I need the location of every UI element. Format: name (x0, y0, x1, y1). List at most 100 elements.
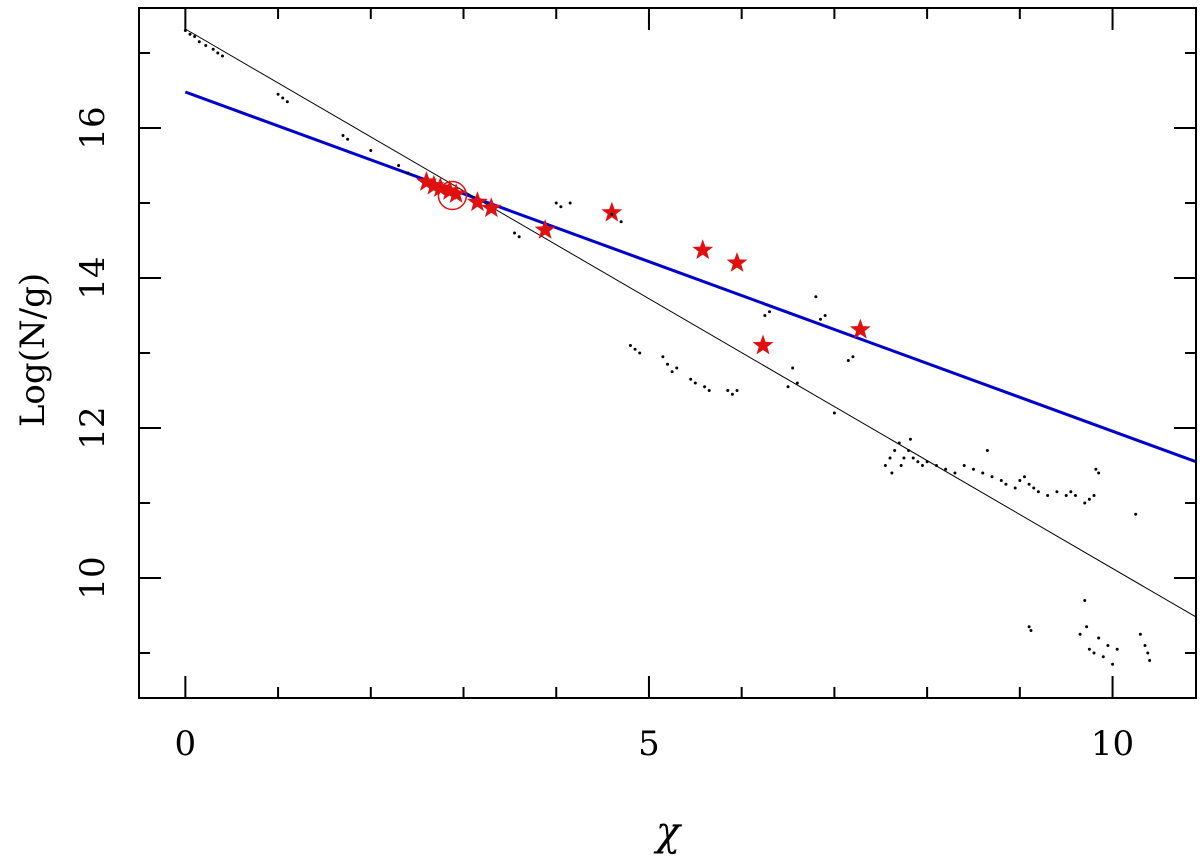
data-point (513, 231, 517, 235)
data-point (786, 385, 790, 389)
x-tick-label: 0 (175, 724, 197, 764)
data-point (1134, 512, 1138, 516)
data-point (1029, 629, 1033, 632)
x-axis-label: χ (653, 809, 683, 855)
star-marker (726, 252, 748, 272)
data-point (559, 205, 563, 209)
data-point (220, 54, 224, 58)
data-point (675, 366, 679, 370)
data-point (369, 149, 373, 152)
data-point (619, 220, 623, 224)
data-point (341, 134, 345, 137)
data-point (689, 377, 693, 381)
data-point (1148, 659, 1152, 662)
reference-line (185, 28, 1196, 618)
data-point (893, 449, 897, 452)
data-point (911, 456, 915, 460)
data-point (846, 359, 850, 362)
data-point (1027, 482, 1031, 486)
data-point (908, 437, 912, 441)
data-point (1085, 625, 1089, 629)
data-point (1146, 651, 1150, 655)
data-point (1036, 490, 1040, 494)
data-point (832, 411, 836, 415)
data-point (934, 464, 938, 467)
data-point (285, 100, 289, 104)
data-point (628, 344, 632, 347)
data-point (791, 366, 795, 370)
x-tick-label: 10 (1091, 724, 1134, 764)
data-point (999, 479, 1003, 482)
data-point (1092, 651, 1096, 655)
data-point (916, 460, 920, 464)
data-point (990, 475, 994, 479)
data-point (795, 381, 799, 385)
data-point (707, 389, 711, 392)
data-point (670, 370, 674, 374)
data-point (211, 47, 215, 51)
data-point (1083, 599, 1087, 602)
data-point (1092, 494, 1096, 497)
data-point (962, 464, 966, 467)
star-marker (752, 334, 774, 355)
data-point (1087, 497, 1091, 501)
data-point (397, 164, 401, 167)
data-point (944, 467, 948, 471)
data-point (1094, 467, 1098, 471)
data-point (693, 381, 697, 385)
star-marker (849, 318, 871, 339)
data-point (814, 295, 818, 299)
data-layer (183, 28, 1196, 666)
data-point (346, 137, 350, 141)
data-point (1111, 662, 1115, 666)
data-point (1013, 486, 1017, 490)
data-point (1083, 501, 1087, 505)
highlight-circle (437, 180, 468, 211)
y-tick-label: 10 (73, 556, 113, 599)
data-point (661, 355, 665, 359)
data-point (281, 96, 285, 100)
data-point (633, 347, 637, 351)
data-point (1046, 494, 1050, 497)
data-point (1078, 632, 1082, 636)
data-point (1101, 655, 1105, 659)
data-point (767, 310, 771, 314)
plot-frame (138, 7, 1197, 699)
star-marker (429, 177, 451, 197)
data-point (735, 389, 739, 392)
y-tick-label: 14 (73, 256, 113, 299)
star-marker (445, 183, 467, 203)
data-point (1138, 632, 1142, 636)
data-point (703, 385, 707, 389)
data-point (1097, 471, 1101, 475)
data-point (818, 317, 822, 321)
axes-layer: 0 5 10 10 12 14 16 (73, 7, 1197, 764)
data-point (1143, 644, 1147, 647)
data-point (953, 471, 957, 475)
star-marker (416, 171, 437, 191)
data-point (554, 201, 558, 205)
data-point (1097, 636, 1101, 640)
data-point (204, 44, 208, 47)
data-point (763, 314, 767, 317)
star-marker (480, 197, 502, 218)
data-point (276, 92, 280, 96)
data-point (568, 201, 572, 205)
data-point (1073, 494, 1077, 497)
data-point (899, 464, 903, 467)
data-point (1106, 644, 1110, 647)
data-point (1004, 482, 1008, 486)
data-point (638, 351, 642, 355)
data-point (188, 32, 192, 36)
y-axis-label: Log(N/g) (13, 273, 53, 427)
data-point (1055, 490, 1059, 494)
data-point (1032, 486, 1036, 490)
data-point (1087, 647, 1091, 651)
data-point (730, 392, 734, 396)
data-point (851, 355, 855, 359)
data-point (985, 449, 989, 452)
data-point (823, 314, 827, 317)
data-point (888, 456, 892, 460)
data-point (406, 171, 410, 175)
data-point (517, 235, 521, 239)
